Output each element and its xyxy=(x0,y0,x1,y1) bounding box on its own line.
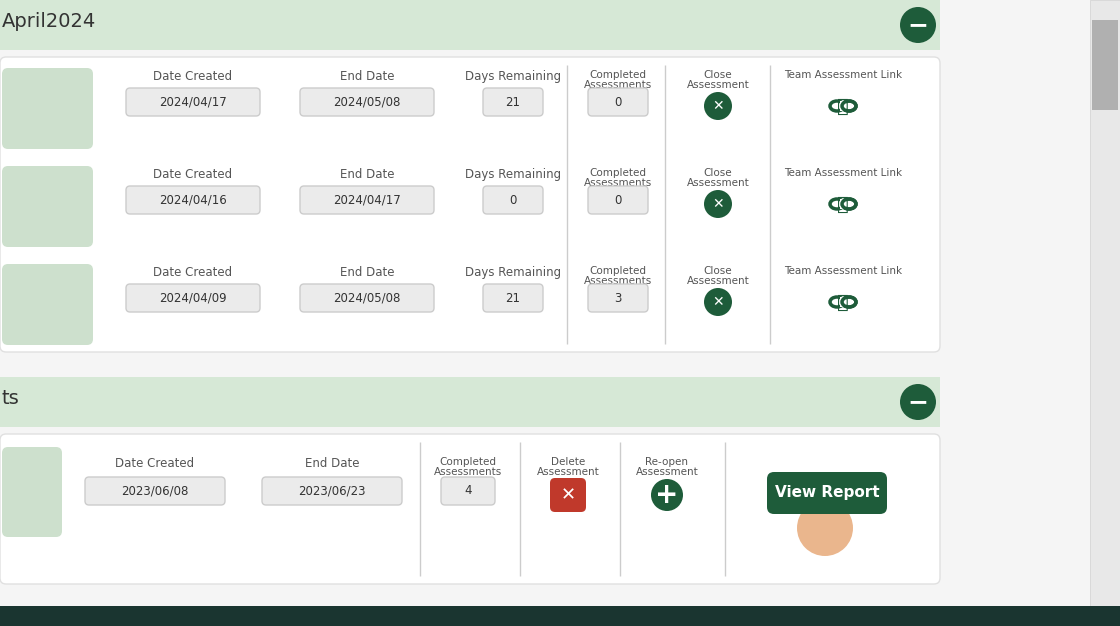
Text: Close: Close xyxy=(703,266,732,276)
Text: ✕: ✕ xyxy=(560,486,576,504)
Text: Team Assessment Link: Team Assessment Link xyxy=(784,168,902,178)
Circle shape xyxy=(651,479,683,511)
Text: ⛓: ⛓ xyxy=(837,292,849,312)
Text: ⛓: ⛓ xyxy=(837,195,849,213)
FancyBboxPatch shape xyxy=(483,284,543,312)
Text: 2023/06/23: 2023/06/23 xyxy=(298,485,366,498)
Text: View Report: View Report xyxy=(775,486,879,501)
FancyBboxPatch shape xyxy=(125,284,260,312)
Circle shape xyxy=(704,92,732,120)
Text: Assessment: Assessment xyxy=(687,276,749,286)
Text: Team Assessment Link: Team Assessment Link xyxy=(784,266,902,276)
FancyBboxPatch shape xyxy=(0,0,940,50)
Text: Date Created: Date Created xyxy=(153,168,233,181)
Text: April2024: April2024 xyxy=(2,12,96,31)
FancyBboxPatch shape xyxy=(0,377,940,427)
FancyBboxPatch shape xyxy=(0,57,940,352)
Circle shape xyxy=(900,384,936,420)
FancyBboxPatch shape xyxy=(2,447,62,537)
Text: 2024/04/09: 2024/04/09 xyxy=(159,292,227,304)
FancyBboxPatch shape xyxy=(85,477,225,505)
Text: End Date: End Date xyxy=(339,266,394,279)
FancyBboxPatch shape xyxy=(550,478,586,512)
FancyBboxPatch shape xyxy=(2,68,93,149)
Text: Close: Close xyxy=(703,168,732,178)
Bar xyxy=(1092,20,1118,110)
Circle shape xyxy=(900,7,936,43)
Text: Close: Close xyxy=(703,70,732,80)
Text: Team Assessment Link: Team Assessment Link xyxy=(784,70,902,80)
Text: Assessments: Assessments xyxy=(584,80,652,90)
Bar xyxy=(840,101,846,111)
Text: ✕: ✕ xyxy=(712,197,724,211)
FancyBboxPatch shape xyxy=(125,88,260,116)
Text: +: + xyxy=(655,481,679,509)
Text: Date Created: Date Created xyxy=(153,266,233,279)
Text: 2024/04/16: 2024/04/16 xyxy=(159,193,227,207)
Text: 4: 4 xyxy=(465,485,472,498)
Text: 0: 0 xyxy=(614,193,622,207)
Text: End Date: End Date xyxy=(339,168,394,181)
Text: 21: 21 xyxy=(505,292,521,304)
Text: 2024/05/08: 2024/05/08 xyxy=(334,96,401,108)
Text: −: − xyxy=(907,390,928,414)
Text: Days Remaining: Days Remaining xyxy=(465,168,561,181)
FancyBboxPatch shape xyxy=(300,284,435,312)
Bar xyxy=(1090,0,1120,626)
Text: Completed: Completed xyxy=(439,457,496,467)
Text: Date Created: Date Created xyxy=(153,70,233,83)
Text: Date Created: Date Created xyxy=(115,457,195,470)
Text: Assessments: Assessments xyxy=(433,467,502,477)
Text: 2023/06/08: 2023/06/08 xyxy=(121,485,188,498)
Text: End Date: End Date xyxy=(339,70,394,83)
FancyBboxPatch shape xyxy=(483,88,543,116)
Text: Days Remaining: Days Remaining xyxy=(465,70,561,83)
Text: 0: 0 xyxy=(510,193,516,207)
Text: ⛓: ⛓ xyxy=(837,96,849,116)
Text: ✕: ✕ xyxy=(712,99,724,113)
FancyBboxPatch shape xyxy=(125,186,260,214)
Text: Re-open: Re-open xyxy=(645,457,689,467)
FancyBboxPatch shape xyxy=(588,88,648,116)
Text: Completed: Completed xyxy=(589,168,646,178)
FancyBboxPatch shape xyxy=(262,477,402,505)
Text: Assessment: Assessment xyxy=(636,467,699,477)
Bar xyxy=(0,606,1120,626)
Text: 2024/05/08: 2024/05/08 xyxy=(334,292,401,304)
FancyBboxPatch shape xyxy=(2,166,93,247)
FancyBboxPatch shape xyxy=(441,477,495,505)
FancyBboxPatch shape xyxy=(767,472,887,514)
Bar xyxy=(840,297,846,307)
Text: 0: 0 xyxy=(614,96,622,108)
FancyBboxPatch shape xyxy=(300,186,435,214)
FancyBboxPatch shape xyxy=(588,186,648,214)
Text: 2024/04/17: 2024/04/17 xyxy=(333,193,401,207)
Text: Assessment: Assessment xyxy=(536,467,599,477)
Circle shape xyxy=(797,500,853,556)
FancyBboxPatch shape xyxy=(2,264,93,345)
Text: 21: 21 xyxy=(505,96,521,108)
FancyBboxPatch shape xyxy=(0,434,940,584)
Text: 3: 3 xyxy=(614,292,622,304)
FancyBboxPatch shape xyxy=(588,284,648,312)
FancyBboxPatch shape xyxy=(483,186,543,214)
Text: End Date: End Date xyxy=(305,457,360,470)
Text: Assessment: Assessment xyxy=(687,80,749,90)
Text: 2024/04/17: 2024/04/17 xyxy=(159,96,227,108)
Text: −: − xyxy=(907,13,928,37)
Circle shape xyxy=(704,288,732,316)
Text: Delete: Delete xyxy=(551,457,585,467)
Circle shape xyxy=(704,190,732,218)
Bar xyxy=(840,199,846,209)
FancyBboxPatch shape xyxy=(300,88,435,116)
Text: Assessment: Assessment xyxy=(687,178,749,188)
Text: Assessments: Assessments xyxy=(584,276,652,286)
Text: ts: ts xyxy=(2,389,20,408)
Text: ✕: ✕ xyxy=(712,295,724,309)
Text: Assessments: Assessments xyxy=(584,178,652,188)
Text: Completed: Completed xyxy=(589,266,646,276)
Text: Completed: Completed xyxy=(589,70,646,80)
Text: Days Remaining: Days Remaining xyxy=(465,266,561,279)
